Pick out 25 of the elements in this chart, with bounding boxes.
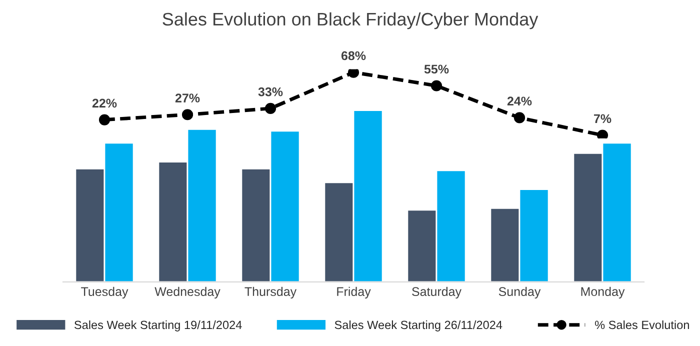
data-label: 24% (507, 96, 532, 106)
data-label: 68% (341, 51, 366, 60)
point (596, 130, 608, 138)
legend-label: Sales Week Starting 19/11/2024 (74, 320, 242, 332)
data-label: 7% (594, 114, 612, 124)
data-label: 55% (424, 64, 449, 74)
x-tick-label: Saturday (412, 286, 462, 299)
x-tick-label: Friday (337, 286, 371, 299)
point (98, 114, 110, 126)
point (430, 80, 442, 92)
point (514, 112, 526, 124)
x-tick-label: Sunday (498, 286, 541, 299)
data-label: 33% (258, 87, 283, 96)
x-tick-label: Thursday (244, 286, 297, 299)
point (348, 69, 360, 78)
legend-label: Sales Week Starting 26/11/2024 (334, 320, 502, 332)
point (264, 102, 276, 114)
x-tick-label: Tuesday (81, 286, 128, 299)
data-label: 22% (92, 98, 117, 108)
x-tick-label: Wednesday (154, 286, 220, 299)
point (182, 109, 194, 120)
data-label: 27% (175, 94, 200, 102)
legend-label: % Sales Evolution (594, 320, 689, 330)
x-tick-label: Monday (581, 286, 625, 299)
chart-title: Sales Evolution on Black Friday/Cyber Monday (162, 12, 538, 30)
